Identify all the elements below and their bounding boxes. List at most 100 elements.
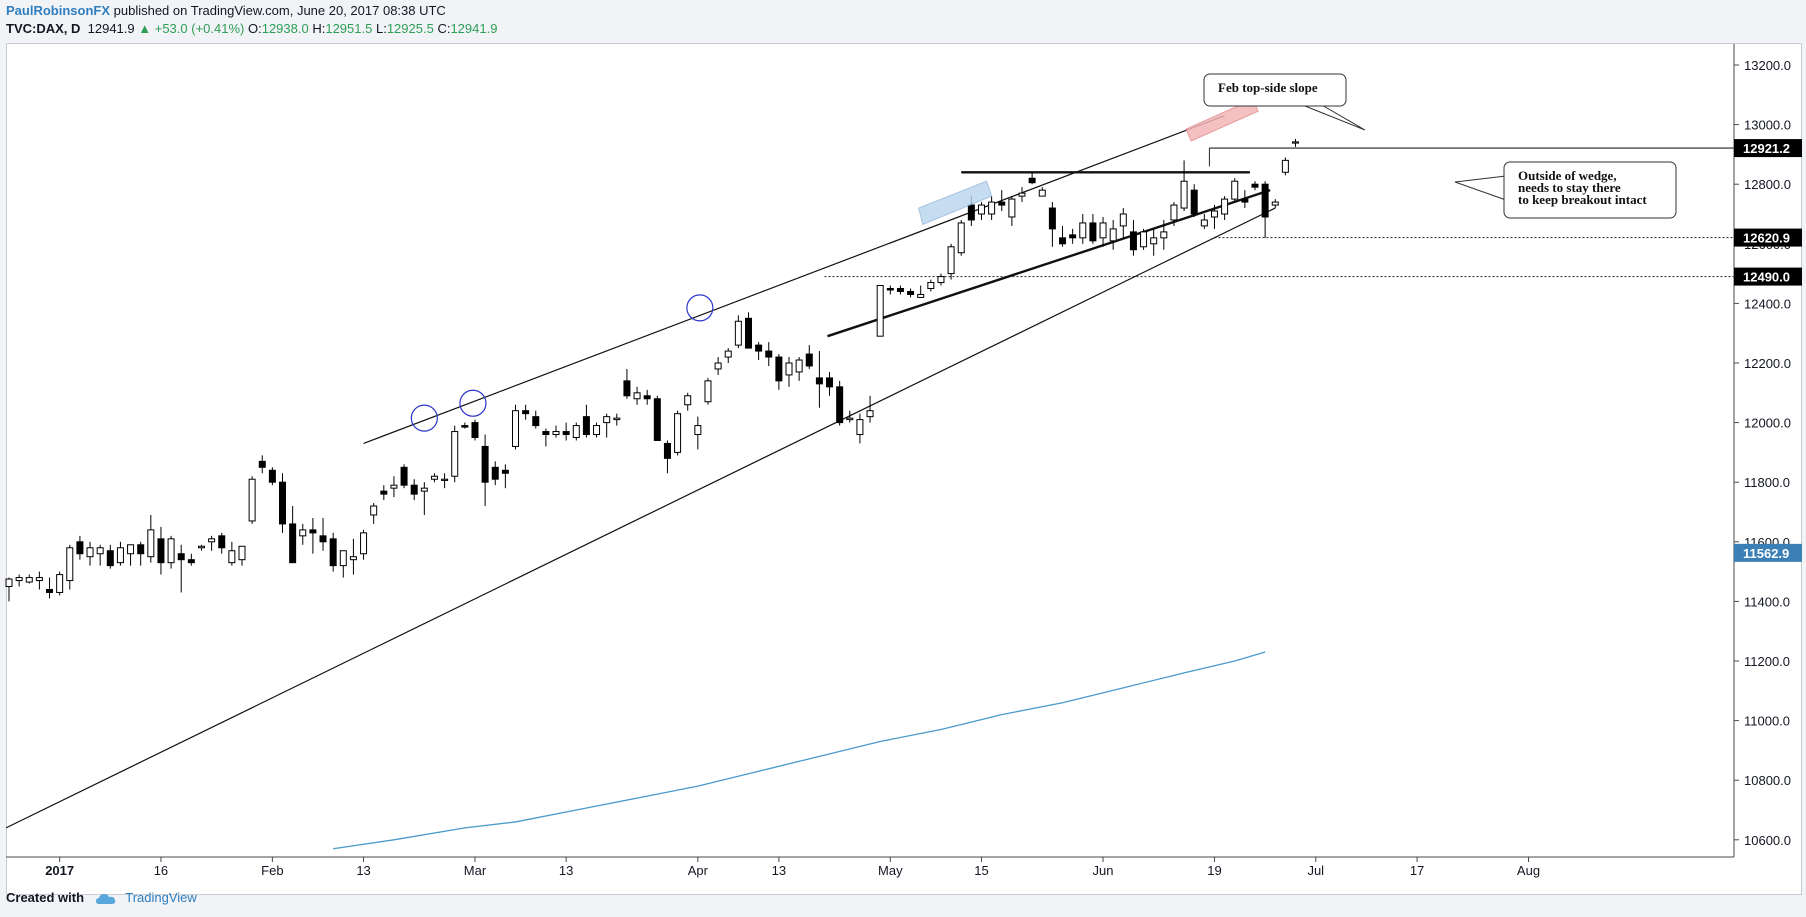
candle-body (1129, 231, 1137, 251)
candle-body (1048, 207, 1056, 230)
candle-body (481, 445, 489, 483)
candle-body (106, 550, 114, 567)
candle-body (329, 538, 337, 567)
price-tick-label: 11200.0 (1744, 654, 1790, 669)
close-value: 12941.9 (450, 21, 498, 36)
candle-body (613, 417, 621, 421)
time-tick-label: 15 (974, 863, 988, 878)
candle-body (96, 547, 104, 555)
open-label: O: (247, 21, 262, 36)
candle-body (410, 484, 418, 495)
time-tick-label: 13 (356, 863, 370, 878)
candle-body (1069, 234, 1077, 239)
candle-body (1170, 204, 1178, 221)
price-tag-bg (1734, 267, 1802, 286)
candle-body (552, 431, 560, 436)
candle-body (542, 431, 550, 436)
close-label: C: (437, 21, 451, 36)
candle-body (572, 425, 580, 438)
callout-text: Outside of wedge, (1518, 168, 1617, 183)
time-tick-label: 19 (1207, 863, 1221, 878)
time-tick-label: 17 (1410, 863, 1424, 878)
tradingview-link[interactable]: TradingView (125, 890, 197, 905)
candle-body (15, 577, 23, 582)
candle-body (826, 377, 834, 388)
candle-body (562, 431, 570, 436)
candle-body (1292, 141, 1300, 144)
candle-body (127, 544, 135, 555)
candle-body (603, 416, 611, 424)
candle-body (1099, 222, 1107, 239)
candle-body (1190, 189, 1198, 215)
candle-body (1271, 201, 1279, 206)
candle-body (1119, 213, 1127, 227)
candle-body (116, 547, 124, 564)
candle-body (522, 410, 530, 415)
candle-body (279, 481, 287, 525)
candle-body (208, 538, 216, 543)
candle-body (76, 541, 84, 555)
candle-body (988, 201, 996, 215)
candle-body (370, 505, 378, 516)
ohlc-line: TVC:DAX, D 12941.9 ▲ +53.0 (+0.41%) O:12… (6, 21, 497, 36)
publish-info: published on TradingView.com, June 20, 2… (113, 3, 446, 18)
time-tick-label: May (878, 863, 903, 878)
time-tick-label: 16 (154, 863, 168, 878)
candle-body (674, 413, 682, 453)
callout-text: needs to stay there (1518, 180, 1621, 195)
price-tick-label: 11000.0 (1744, 714, 1790, 729)
candle-body (876, 285, 884, 337)
candle-body (430, 475, 438, 480)
price-tick-label: 12000.0 (1744, 416, 1791, 431)
candle-body (268, 469, 276, 483)
candle-body (1109, 228, 1117, 242)
candle-body (633, 392, 641, 400)
candle-body (248, 478, 256, 522)
candle-body (734, 320, 742, 346)
candle-body (137, 544, 145, 555)
candle-body (957, 222, 965, 254)
channel-lower-line (5, 207, 1276, 829)
price-tick-label: 11400.0 (1744, 594, 1790, 609)
candle-body (977, 204, 985, 215)
candle-body (532, 416, 540, 427)
candle-body (1008, 198, 1016, 218)
tradingview-cloud-icon (95, 893, 115, 904)
wedge-lower-line (827, 189, 1271, 338)
candle-body (46, 588, 54, 593)
footer: Created with TradingView (6, 890, 197, 912)
candle-body (937, 276, 945, 284)
candle-body (582, 416, 590, 436)
author-link[interactable]: PaulRobinsonFX (6, 3, 110, 18)
candle-body (684, 395, 692, 406)
time-tick-label: 13 (772, 863, 786, 878)
moving-average-line (333, 651, 1266, 850)
candle-body (86, 547, 94, 558)
callout-box (1503, 161, 1677, 219)
high-label: H: (312, 21, 326, 36)
candle-body (1059, 237, 1067, 245)
price-tick-label: 13000.0 (1744, 118, 1791, 133)
price-tag-label: 12490.0 (1743, 270, 1790, 285)
candle-body (1028, 177, 1036, 184)
time-tick-label: Feb (261, 863, 283, 878)
candles-layer (5, 138, 1300, 602)
touch-marker-circle (686, 294, 714, 322)
callout-text: Feb top-side slope (1218, 80, 1318, 95)
publish-line: PaulRobinsonFX published on TradingView.… (6, 3, 446, 18)
candle-body (1018, 192, 1026, 197)
candle-body (167, 538, 175, 564)
price-tag: 11562.9 (1734, 543, 1802, 562)
price-tag: 12620.9 (1734, 228, 1802, 247)
channel-upper-line (363, 115, 1225, 445)
created-with-label: Created with (6, 890, 85, 905)
time-tick-label: Aug (1517, 863, 1540, 878)
annotation-layer: Feb top-side slope Outside of wedge,needs… (410, 73, 1677, 432)
candle-body (896, 288, 904, 292)
price-tick-label: 10600.0 (1744, 833, 1791, 848)
candle-body (187, 559, 195, 564)
candle-body (866, 410, 874, 418)
low-value: 12925.5 (386, 21, 434, 36)
candle-body (1231, 180, 1239, 200)
